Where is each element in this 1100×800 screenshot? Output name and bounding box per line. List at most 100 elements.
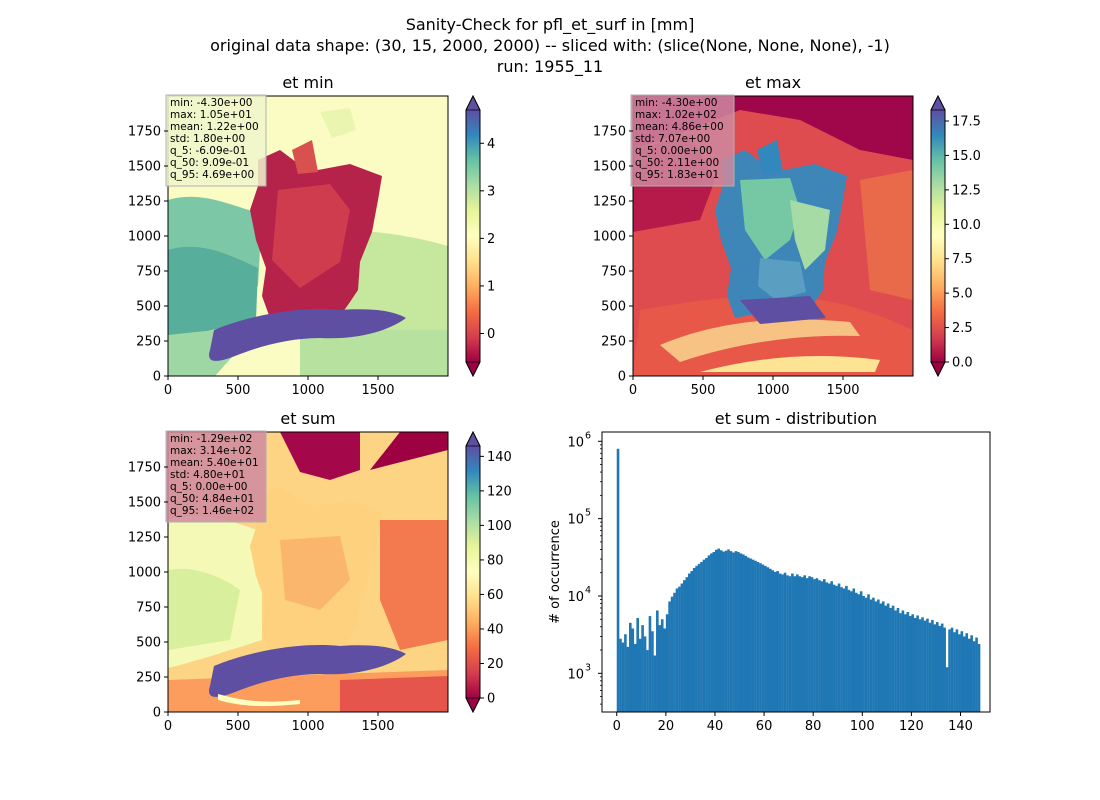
- colorbar-tick-label: 20: [487, 657, 504, 672]
- histogram-bar: [786, 575, 789, 712]
- histogram-bar: [697, 563, 701, 712]
- panel-et-sum-x-axis: 0 500 1000 1500: [164, 712, 395, 734]
- histogram-bar: [945, 667, 949, 712]
- y-tick-label: 0: [153, 706, 161, 721]
- histogram-bar: [690, 571, 694, 712]
- colorbar-gradient: [466, 110, 480, 362]
- histogram-bar: [918, 619, 922, 712]
- x-tick-label: 1000: [291, 719, 324, 734]
- histogram-bar: [955, 629, 959, 712]
- stat-q5: q_5: 0.00e+00: [170, 481, 247, 493]
- histogram-bar: [850, 591, 853, 712]
- histogram-bar: [712, 552, 716, 712]
- y-tick-label: 1250: [593, 195, 626, 210]
- x-tick-label: 80: [805, 719, 822, 734]
- x-tick-label: 0: [164, 383, 172, 398]
- histogram-bar: [705, 557, 708, 712]
- histogram-bar: [695, 565, 698, 712]
- histogram-bar: [756, 561, 760, 712]
- panel-et-min-colorbar: 0 1 2 3 4: [465, 94, 495, 378]
- colorbar-extend-min: [930, 361, 946, 377]
- colorbar-tick-label: 4: [487, 137, 495, 152]
- colorbar-tick-label: 17.5: [952, 115, 981, 130]
- histogram-bar: [913, 617, 917, 712]
- panel-distribution-ylabel: # of occurrence: [548, 520, 563, 624]
- panel-et-min-stats: min: -4.30e+00 max: 1.05e+01 mean: 1.22e…: [165, 94, 267, 187]
- stat-mean: mean: 1.22e+00: [170, 121, 259, 133]
- histogram-bar: [820, 581, 824, 712]
- panel-et-sum-stats: min: -1.29e+02 max: 3.14e+02 mean: 5.40e…: [165, 430, 267, 523]
- stat-max: max: 1.02e+02: [635, 109, 717, 121]
- histogram-bar: [670, 596, 674, 712]
- colorbar-extend-max: [465, 431, 481, 447]
- histogram-bar: [832, 584, 836, 712]
- histogram-bar: [891, 605, 895, 712]
- histogram-bar: [975, 637, 978, 712]
- y-tick-label: 10: [567, 667, 584, 682]
- y-tick-label: 500: [136, 636, 161, 651]
- colorbar-tick-label: 7.5: [952, 252, 973, 267]
- histogram-bar: [665, 614, 669, 712]
- histogram-bar: [766, 567, 770, 712]
- figure-title-line-1: Sanity-Check for pfl_et_surf in [mm]: [406, 15, 695, 35]
- histogram-bar: [754, 560, 757, 712]
- histogram-bar: [845, 585, 848, 712]
- colorbar-tick-label: 120: [487, 484, 512, 499]
- histogram-bar: [940, 623, 944, 712]
- histogram-bar: [967, 638, 971, 712]
- histogram-bar: [768, 568, 772, 712]
- histogram-bar: [899, 613, 902, 712]
- x-tick-label: 0: [164, 719, 172, 734]
- x-tick-label: 60: [756, 719, 773, 734]
- stat-mean: mean: 5.40e+01: [170, 457, 259, 469]
- y-tick-label: 1750: [128, 125, 161, 140]
- histogram-bar: [904, 614, 907, 712]
- panel-et-min-y-axis: 0 250 500 750 1000 1250 1500 1750: [128, 125, 168, 385]
- histogram-bar: [921, 617, 924, 712]
- histogram-bar: [685, 577, 689, 712]
- x-tick-label: 1000: [291, 383, 324, 398]
- histogram-bar: [751, 559, 755, 712]
- y-tick-label: 750: [136, 601, 161, 616]
- y-tick-label: 1000: [593, 230, 626, 245]
- panel-et-max-title: et max: [745, 73, 801, 92]
- histogram-bar: [646, 650, 649, 712]
- panel-et-min-x-axis: 0 500 1000 1500: [164, 376, 395, 398]
- histogram-bar: [668, 601, 671, 712]
- y-tick-exponent: 6: [585, 430, 591, 441]
- y-tick-label: 250: [601, 335, 626, 350]
- y-tick-label: 250: [136, 671, 161, 686]
- stat-max: max: 3.14e+02: [170, 445, 252, 457]
- histogram-bar: [638, 638, 642, 712]
- histogram-bar: [796, 574, 799, 712]
- y-tick-label: 1000: [128, 230, 161, 245]
- histogram-bar: [886, 603, 890, 712]
- histogram-bar: [714, 549, 718, 712]
- x-tick-label: 1000: [756, 383, 789, 398]
- histogram-bar: [889, 607, 892, 712]
- panel-et-sum-title: et sum: [280, 409, 335, 428]
- panel-distribution-frame: [601, 431, 991, 713]
- histogram-bar: [958, 634, 961, 712]
- panel-et-min-title: et min: [282, 73, 333, 92]
- y-tick-label: 750: [136, 265, 161, 280]
- histogram-bar: [943, 627, 946, 712]
- histogram-bar: [710, 553, 713, 712]
- histogram-bar: [808, 576, 811, 712]
- stat-std: std: 7.07e+00: [635, 133, 710, 145]
- histogram-bar: [879, 603, 883, 712]
- stat-q50: q_50: 4.84e+01: [170, 493, 254, 505]
- x-tick-label: 120: [899, 719, 924, 734]
- panel-et-min: et min min: -4.30e+00 max: 1.05e+01 mean…: [128, 73, 495, 398]
- histogram-bar: [616, 448, 620, 712]
- histogram-bar: [653, 655, 657, 712]
- colorbar-tick-label: 100: [487, 519, 512, 534]
- y-tick-label: 1000: [128, 566, 161, 581]
- histogram-bar: [837, 583, 841, 712]
- histogram-bar: [896, 607, 900, 712]
- histogram-bar: [965, 633, 969, 712]
- histogram-bar: [791, 573, 794, 712]
- panel-et-max-y-axis: 0 250 500 750 1000 1250 1500 1750: [593, 125, 633, 385]
- histogram-bar: [702, 559, 706, 712]
- histogram-bar: [660, 619, 664, 712]
